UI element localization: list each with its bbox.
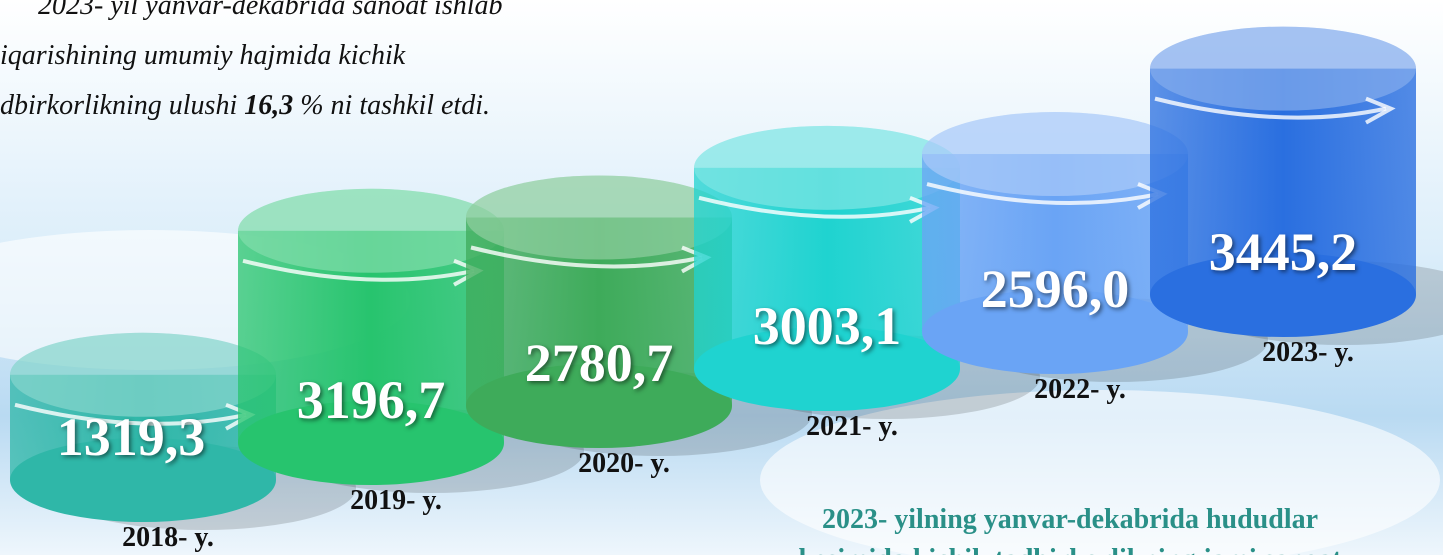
category-label: 2023- y. (1262, 337, 1354, 368)
value-label: 2596,0 (981, 259, 1130, 319)
intro-line: dbirkorlikning ulushi 16,3 % ni tashkil … (0, 90, 490, 121)
cylinder-top (922, 112, 1188, 197)
cylinder-top-shine (238, 188, 504, 273)
footer-line: 2023- yilning yanvar-dekabrida hududlar (822, 504, 1318, 535)
highlight-arrow (698, 195, 931, 219)
intro-text: % ni tashkil etdi. (300, 90, 490, 121)
category-label: 2018- y. (122, 522, 214, 553)
cylinder-bottom (466, 364, 732, 448)
plot: 1319,3 2018- y. 3196,7 2019- y. 2780,7 2020- … (10, 26, 1443, 553)
cylinder-top-shine (694, 125, 960, 210)
cylinder-bottom (922, 290, 1188, 374)
intro-text: dbirkorlikning ulushi (0, 90, 237, 121)
value-label: 2780,7 (525, 333, 674, 393)
value-label: 3445,2 (1209, 222, 1358, 282)
footer-line: kesimida kichik tadbirkorlikning jami sa… (798, 544, 1342, 555)
cylinder-top-shine (466, 175, 732, 260)
cylinder-top (10, 332, 276, 417)
highlight-arrow (470, 245, 703, 269)
category-label: 2019- y. (350, 485, 442, 516)
highlight-arrow (926, 182, 1159, 205)
cylinder-top (1150, 26, 1416, 111)
cylinder-bottom (238, 401, 504, 485)
cylinder-top (466, 175, 732, 260)
cylinder-top-shine (10, 332, 276, 417)
highlight-arrow (14, 402, 247, 426)
value-label: 1319,3 (57, 407, 206, 467)
cylinder-top-shine (1150, 26, 1416, 111)
cylinder-top-shine (922, 112, 1188, 197)
category-label: 2021- y. (806, 411, 898, 442)
cylinder-bottom (694, 327, 960, 411)
arrow-head (1365, 96, 1396, 125)
category-label: 2022- y. (1034, 374, 1126, 405)
cloud (760, 390, 1440, 555)
highlight-arrow (1154, 96, 1387, 120)
intro-line: iqarishining umumiy hajmida kichik (0, 40, 406, 71)
cylinder-top (238, 188, 504, 273)
highlight-arrow (242, 258, 475, 282)
cylinder-bottom (10, 438, 276, 522)
intro-line: 2023- yil yanvar-dekabrida sanoat ishlab (38, 0, 503, 21)
intro-highlight: 16,3 (244, 90, 293, 121)
category-label: 2020- y. (578, 448, 670, 479)
cylinder-top (694, 125, 960, 210)
cylinder-bottom (1150, 253, 1416, 337)
value-label: 3196,7 (297, 370, 446, 430)
value-label: 3003,1 (753, 296, 902, 356)
